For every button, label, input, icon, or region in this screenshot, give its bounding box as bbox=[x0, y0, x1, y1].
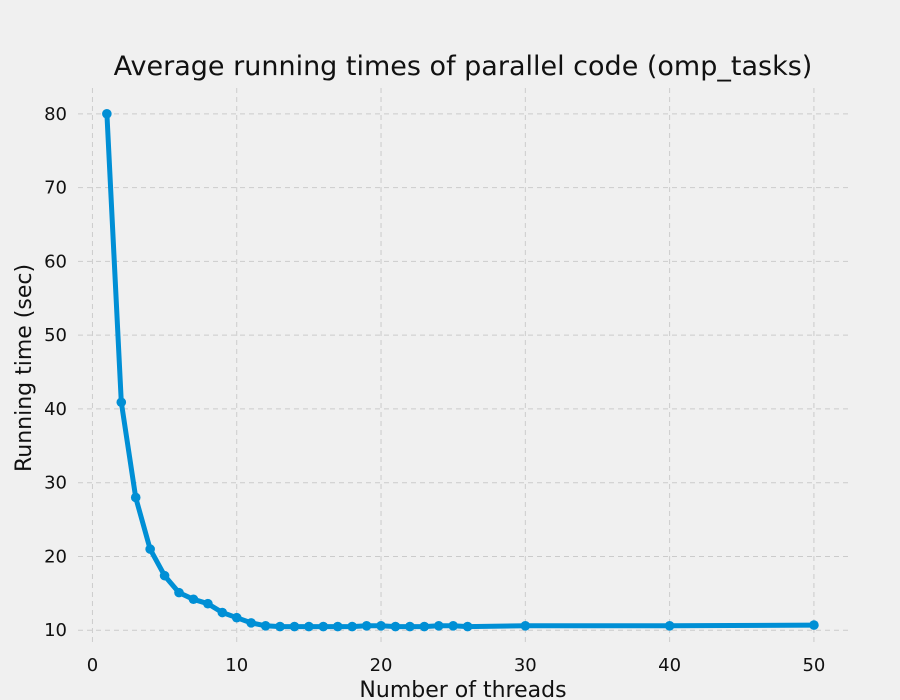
data-point-50 bbox=[809, 620, 819, 630]
data-point-19 bbox=[361, 621, 372, 631]
x-tick-label-10: 10 bbox=[225, 655, 248, 676]
data-point-8 bbox=[203, 598, 213, 609]
chart-title: Average running times of parallel code (… bbox=[114, 51, 813, 82]
x-axis-label: Number of threads bbox=[359, 678, 566, 700]
y-axis-ticks: 10 20 30 40 50 60 70 80 bbox=[44, 104, 67, 641]
x-tick-label-0: 0 bbox=[87, 655, 98, 676]
grid bbox=[78, 88, 850, 645]
data-point-21 bbox=[390, 621, 401, 632]
y-tick-label-70: 70 bbox=[44, 178, 67, 199]
x-tick-label-20: 20 bbox=[370, 655, 393, 676]
data-point-9 bbox=[217, 607, 228, 618]
data-point-13 bbox=[275, 621, 285, 632]
data-point-15 bbox=[304, 621, 314, 632]
y-axis-label: Running time (sec) bbox=[12, 264, 37, 472]
data-point-18 bbox=[347, 621, 357, 632]
y-tick-label-30: 30 bbox=[44, 473, 67, 494]
data-point-30 bbox=[520, 621, 531, 631]
data-point-3 bbox=[130, 492, 141, 503]
y-tick-label-50: 50 bbox=[44, 325, 67, 346]
series-group bbox=[102, 109, 819, 632]
x-tick-label-40: 40 bbox=[658, 655, 681, 676]
data-point-11 bbox=[246, 618, 256, 628]
data-point-2 bbox=[116, 397, 127, 408]
x-axis-ticks: 0 10 20 30 40 50 bbox=[87, 655, 826, 676]
x-tick-label-30: 30 bbox=[514, 655, 537, 676]
data-point-7 bbox=[188, 594, 199, 605]
y-tick-label-20: 20 bbox=[44, 546, 67, 567]
data-point-5 bbox=[159, 570, 170, 581]
data-point-40 bbox=[664, 621, 675, 631]
data-point-4 bbox=[145, 544, 155, 554]
data-point-14 bbox=[289, 621, 300, 632]
data-point-25 bbox=[448, 621, 458, 631]
data-point-16 bbox=[318, 621, 329, 632]
data-point-22 bbox=[405, 621, 415, 632]
data-point-20 bbox=[376, 621, 386, 631]
data-point-17 bbox=[332, 621, 343, 632]
data-point-26 bbox=[462, 621, 473, 632]
y-tick-label-60: 60 bbox=[44, 251, 67, 272]
data-point-1 bbox=[102, 109, 112, 119]
y-tick-label-80: 80 bbox=[44, 104, 67, 125]
data-point-10 bbox=[231, 612, 242, 623]
y-tick-label-40: 40 bbox=[44, 399, 67, 420]
data-point-23 bbox=[419, 621, 430, 632]
y-tick-label-10: 10 bbox=[44, 620, 67, 641]
data-point-6 bbox=[174, 587, 184, 598]
x-tick-label-50: 50 bbox=[802, 655, 825, 676]
data-point-12 bbox=[260, 621, 271, 631]
data-point-24 bbox=[433, 621, 444, 631]
